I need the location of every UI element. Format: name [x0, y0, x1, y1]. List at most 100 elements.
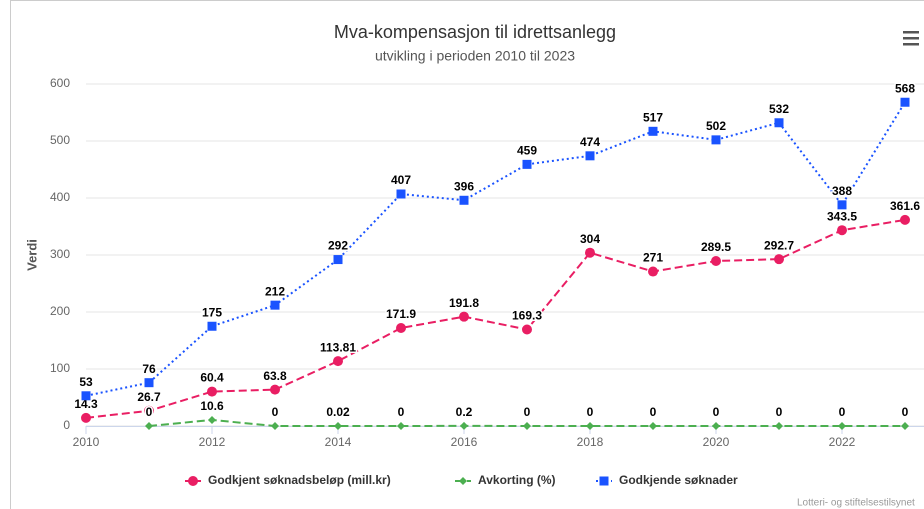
y-tick-label: 100 — [50, 361, 70, 375]
x-tick-label: 2018 — [577, 435, 604, 449]
legend-label: Avkorting (%) — [478, 473, 556, 487]
point — [270, 300, 280, 310]
x-tick-label: 2014 — [325, 435, 352, 449]
data-label: 76 — [142, 362, 156, 376]
data-label: 0 — [524, 405, 531, 419]
point — [522, 159, 532, 169]
data-label: 568 — [895, 81, 915, 95]
point — [837, 200, 847, 210]
point — [270, 384, 280, 395]
point — [648, 266, 658, 277]
data-label: 169.3 — [512, 309, 542, 323]
data-label: 26.7 — [137, 390, 161, 404]
data-label: 407 — [391, 173, 411, 187]
data-label: 113.81 — [320, 340, 356, 354]
point — [711, 135, 721, 145]
data-label: 289.5 — [701, 240, 731, 254]
point — [774, 118, 784, 128]
data-label: 0 — [776, 405, 783, 419]
legend-label: Godkjende søknader — [619, 473, 738, 487]
credits[interactable]: Lotteri- og stiftelsestilsynet — [797, 498, 915, 509]
legend-marker — [188, 476, 198, 486]
data-label: 0 — [146, 405, 153, 419]
point — [460, 421, 468, 430]
point — [81, 391, 91, 401]
chart-subtitle: utvikling i perioden 2010 til 2023 — [375, 48, 575, 64]
point — [649, 422, 657, 430]
legend-marker — [599, 476, 609, 486]
point — [145, 422, 153, 430]
data-label: 175 — [202, 305, 222, 319]
data-label: 0 — [398, 405, 405, 419]
y-tick-label: 500 — [50, 133, 70, 147]
point — [900, 214, 910, 225]
point — [207, 321, 217, 331]
data-label: 14.3 — [74, 397, 98, 411]
point — [396, 323, 406, 334]
data-label: 60.4 — [200, 371, 224, 385]
point — [208, 415, 216, 424]
data-label: 191.8 — [449, 296, 479, 310]
point — [838, 422, 846, 430]
data-label: 0.2 — [456, 405, 473, 419]
point — [775, 422, 783, 430]
y-tick-label: 300 — [50, 247, 70, 261]
point — [712, 422, 720, 430]
point — [648, 126, 658, 136]
point — [459, 311, 469, 322]
point — [523, 422, 531, 430]
point — [81, 412, 91, 423]
chart-title: Mva-kompensasjon til idrettsanlegg — [334, 22, 616, 42]
data-label: 53 — [79, 375, 93, 389]
data-label: 0 — [650, 405, 657, 419]
x-tick-label: 2022 — [829, 435, 856, 449]
x-tick-label: 2012 — [199, 435, 226, 449]
data-label: 292 — [328, 239, 348, 253]
data-label: 0 — [272, 405, 279, 419]
data-label: 171.9 — [386, 307, 416, 321]
data-label: 271 — [643, 251, 663, 265]
point — [459, 195, 469, 205]
y-tick-label: 0 — [63, 418, 70, 432]
point — [396, 189, 406, 199]
menu-button[interactable] — [903, 31, 919, 46]
point — [271, 422, 279, 430]
point — [900, 97, 910, 107]
point — [901, 422, 909, 430]
data-label: 388 — [832, 184, 852, 198]
y-tick-label: 200 — [50, 304, 70, 318]
x-tick-label: 2010 — [73, 435, 100, 449]
point — [144, 378, 154, 388]
data-label: 292.7 — [764, 238, 794, 252]
point — [334, 421, 342, 430]
data-label: 343.5 — [827, 209, 857, 223]
data-label: 396 — [454, 179, 474, 193]
data-label: 0 — [587, 405, 594, 419]
data-label: 474 — [580, 135, 600, 149]
y-tick-label: 600 — [50, 76, 70, 90]
legend-marker — [459, 477, 467, 485]
data-label: 212 — [265, 284, 285, 298]
data-label: 0 — [713, 405, 720, 419]
point — [837, 225, 847, 236]
data-label: 459 — [517, 144, 537, 158]
y-tick-label: 400 — [50, 190, 70, 204]
point — [586, 422, 594, 430]
point — [774, 254, 784, 265]
series-line — [85, 218, 906, 419]
x-tick-label: 2016 — [451, 435, 478, 449]
data-label: 0.02 — [326, 405, 350, 419]
point — [333, 255, 343, 265]
data-label: 304 — [580, 232, 600, 246]
point — [207, 386, 217, 397]
point — [397, 422, 405, 430]
data-label: 361.6 — [890, 199, 920, 213]
data-label: 63.8 — [263, 369, 287, 383]
point — [585, 247, 595, 258]
point — [522, 324, 532, 335]
y-axis-title: Verdi — [24, 239, 39, 271]
legend-label: Godkjent søknadsbeløp (mill.kr) — [208, 473, 391, 487]
x-tick-label: 2020 — [703, 435, 730, 449]
data-label: 0 — [902, 405, 909, 419]
